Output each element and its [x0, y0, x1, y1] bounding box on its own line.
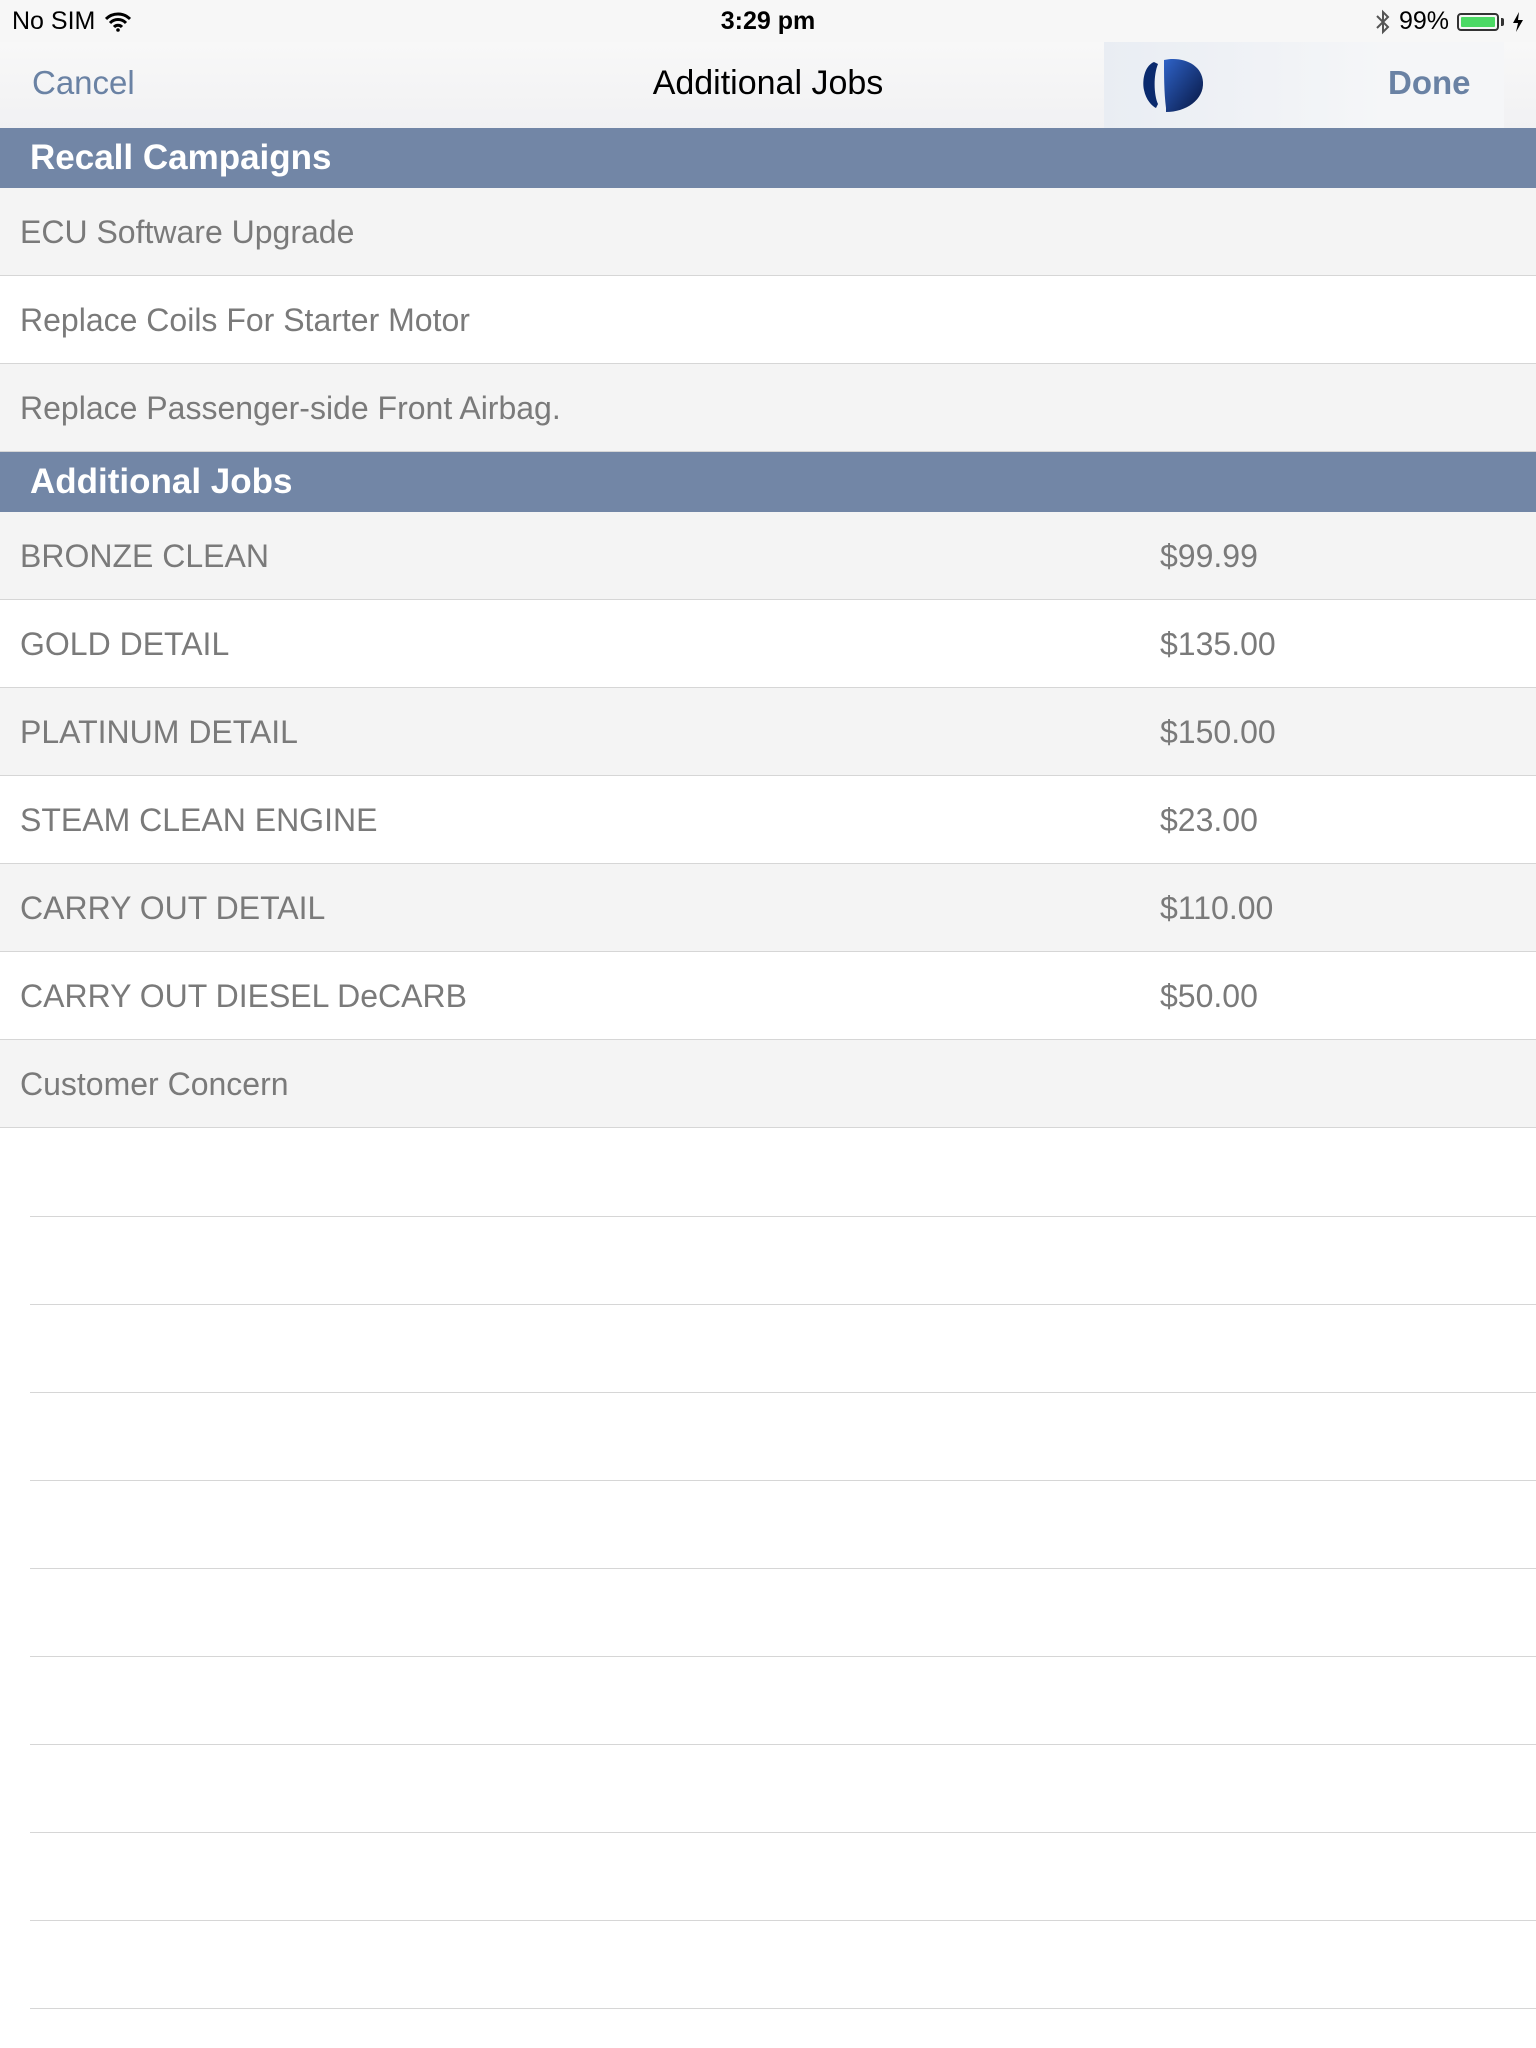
empty-row-separator	[30, 2008, 1536, 2009]
row-price: $50.00	[1160, 978, 1258, 1014]
row-label: PLATINUM DETAIL	[20, 714, 298, 750]
carrier-label: No SIM	[12, 7, 96, 35]
empty-row-separator	[30, 1304, 1536, 1305]
empty-row-separator	[30, 1568, 1536, 1569]
section-header-recall-campaigns: Recall Campaigns	[0, 128, 1536, 188]
job-row-carry-out-diesel-decarb[interactable]: CARRY OUT DIESEL DeCARB $50.00	[0, 952, 1536, 1040]
battery-percent: 99%	[1398, 7, 1449, 35]
section-header-additional-jobs: Additional Jobs	[0, 452, 1536, 512]
row-label: Replace Passenger-side Front Airbag.	[20, 390, 561, 426]
row-price: $135.00	[1160, 626, 1276, 662]
row-price: $150.00	[1160, 714, 1276, 750]
clock: 3:29 pm	[720, 7, 816, 35]
recall-row-replace-airbag[interactable]: Replace Passenger-side Front Airbag.	[0, 364, 1536, 452]
battery-tip	[1501, 17, 1504, 26]
job-row-steam-clean-engine[interactable]: STEAM CLEAN ENGINE $23.00	[0, 776, 1536, 864]
row-label: STEAM CLEAN ENGINE	[20, 802, 378, 838]
row-label: ECU Software Upgrade	[20, 214, 355, 250]
empty-row-separator	[30, 1920, 1536, 1921]
row-label: CARRY OUT DIESEL DeCARB	[20, 978, 467, 1014]
empty-row-separator	[30, 1832, 1536, 1833]
row-price: $23.00	[1160, 802, 1258, 838]
job-row-gold-detail[interactable]: GOLD DETAIL $135.00	[0, 600, 1536, 688]
empty-row-separator	[30, 1656, 1536, 1657]
status-bar: No SIM 3:29 pm 99%	[0, 0, 1536, 42]
charging-bolt-icon	[1513, 11, 1523, 32]
battery-fill	[1461, 16, 1495, 27]
row-label: Customer Concern	[20, 1066, 289, 1102]
recall-row-ecu-software-upgrade[interactable]: ECU Software Upgrade	[0, 188, 1536, 276]
wifi-icon	[105, 12, 132, 32]
app-logo-icon	[1143, 58, 1204, 112]
cancel-button[interactable]: Cancel	[32, 64, 135, 101]
job-row-bronze-clean[interactable]: BRONZE CLEAN $99.99	[0, 512, 1536, 600]
empty-row-separator	[30, 1480, 1536, 1481]
empty-row-separator	[30, 1392, 1536, 1393]
battery-icon	[1457, 12, 1499, 31]
status-right: 99%	[1375, 7, 1524, 36]
empty-row-separator	[30, 1216, 1536, 1217]
page-title: Additional Jobs	[652, 64, 884, 102]
row-price: $99.99	[1160, 538, 1258, 574]
row-label: CARRY OUT DETAIL	[20, 890, 326, 926]
job-row-platinum-detail[interactable]: PLATINUM DETAIL $150.00	[0, 688, 1536, 776]
job-row-carry-out-detail[interactable]: CARRY OUT DETAIL $110.00	[0, 864, 1536, 952]
status-left: No SIM	[12, 7, 132, 36]
nav-bar: Cancel Additional Jobs Done	[0, 42, 1536, 129]
row-label: BRONZE CLEAN	[20, 538, 269, 574]
done-button[interactable]: Done	[1388, 64, 1471, 101]
row-price: $110.00	[1160, 890, 1274, 926]
row-label: GOLD DETAIL	[20, 626, 230, 662]
bluetooth-icon	[1376, 9, 1390, 34]
recall-row-replace-coils[interactable]: Replace Coils For Starter Motor	[0, 276, 1536, 364]
row-label: Replace Coils For Starter Motor	[20, 302, 470, 338]
empty-row-separator	[30, 1744, 1536, 1745]
job-row-customer-concern[interactable]: Customer Concern	[0, 1040, 1536, 1128]
